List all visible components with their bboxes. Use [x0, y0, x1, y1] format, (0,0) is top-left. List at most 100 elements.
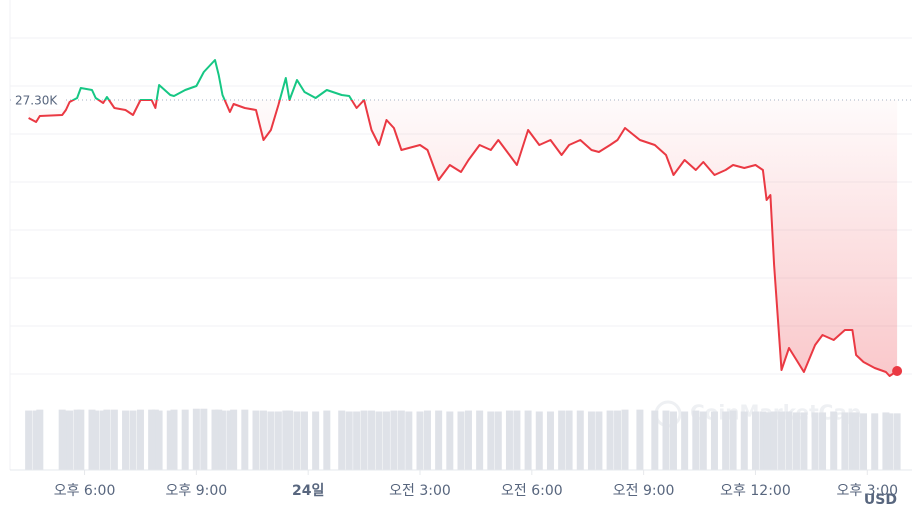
volume-bar	[800, 412, 808, 470]
volume-bar	[576, 410, 584, 470]
volume-bar	[282, 410, 290, 470]
volume-bar	[710, 411, 718, 470]
volume-bar	[103, 409, 111, 470]
volume-bar	[785, 411, 793, 470]
x-tick-label: 오전 3:00	[389, 483, 451, 499]
volume-bar	[759, 411, 767, 470]
volume-bar	[252, 410, 260, 470]
volume-bar	[587, 411, 595, 470]
volume-bar	[293, 411, 301, 470]
baseline-group: 27.30K	[10, 91, 912, 109]
line-group	[28, 59, 903, 377]
volume-bar	[830, 411, 838, 470]
volume-bar	[300, 411, 308, 470]
volume-bar	[464, 410, 472, 470]
volume-bar	[192, 408, 200, 470]
volume-bar	[200, 408, 208, 470]
baseline-label: 27.30K	[15, 94, 58, 108]
volume-bar	[312, 411, 320, 470]
volume-bar	[729, 410, 737, 470]
volume-bar	[25, 410, 33, 470]
volume-bar	[353, 411, 361, 470]
price-line	[28, 59, 898, 377]
volume-bar	[535, 411, 543, 470]
x-tick-label: 오후 12:00	[720, 483, 791, 499]
volume-bar	[524, 410, 532, 470]
volume-bar	[722, 411, 730, 470]
volume-bars	[25, 408, 901, 470]
volume-bar	[669, 411, 677, 470]
volume-bar	[77, 409, 85, 470]
volume-bar	[32, 410, 40, 470]
volume-bar	[345, 411, 353, 470]
volume-bar	[848, 412, 856, 470]
volume-bar	[882, 412, 890, 470]
volume-bar	[58, 409, 66, 470]
volume-bar	[778, 411, 786, 470]
volume-bar	[405, 411, 413, 470]
volume-bar	[73, 409, 81, 470]
volume-bar	[811, 412, 819, 470]
volume-bar	[766, 412, 774, 470]
volume-bar	[636, 409, 644, 470]
volume-bar	[886, 413, 894, 470]
volume-bar	[368, 410, 376, 470]
volume-bar	[241, 409, 249, 470]
volume-bar	[375, 411, 383, 470]
volume-bar	[226, 410, 234, 470]
volume-bar	[558, 410, 566, 470]
volume-bar	[595, 411, 603, 470]
volume-bar	[751, 411, 759, 470]
volume-bar	[621, 409, 629, 470]
x-tick-label: 오후 3:00	[836, 483, 898, 499]
volume-bar	[148, 409, 156, 470]
volume-bar	[166, 410, 174, 470]
volume-bar	[215, 409, 223, 470]
volume-bar	[681, 411, 689, 470]
volume-bar	[338, 410, 346, 470]
volume-bar	[274, 411, 282, 470]
volume-bar	[487, 411, 495, 470]
currency: USD	[864, 492, 897, 508]
area	[28, 100, 898, 376]
volume-bar	[476, 410, 484, 470]
volume-bar	[62, 410, 70, 470]
volume-bar	[259, 410, 267, 470]
volume-bar	[614, 410, 622, 470]
volume-bar	[36, 409, 44, 470]
x-tick-label: 오전 9:00	[613, 483, 675, 499]
volume-bar	[382, 411, 390, 470]
volume-bar	[435, 410, 443, 470]
volume-bar	[841, 412, 849, 470]
volume-bar	[155, 410, 163, 470]
x-tick-label: 오후 6:00	[54, 483, 116, 499]
volume-bar	[423, 410, 431, 470]
volume-bar	[66, 410, 74, 470]
volume-bar	[286, 410, 294, 470]
volume-bar	[513, 410, 521, 470]
volume-bar	[852, 412, 860, 470]
volume-bar	[606, 410, 614, 470]
volume-bar	[416, 411, 424, 470]
volume-bar	[565, 410, 573, 470]
baseline-label-bg	[12, 91, 64, 109]
x-ticks: 오후 6:00 오후 9:00 24일 오전 3:00 오전 6:00 오전 9:00 오후…	[54, 470, 898, 499]
volume-bar	[505, 410, 513, 470]
volume-bar	[390, 410, 398, 470]
volume-bar	[211, 409, 219, 470]
volume-bar	[860, 413, 868, 470]
volume-bar	[360, 410, 368, 470]
volume-bar	[651, 410, 659, 470]
volume-bar	[151, 409, 159, 470]
volume-bar	[692, 410, 700, 470]
x-tick-label: 오후 9:00	[166, 483, 228, 499]
volume-bar	[129, 410, 137, 470]
volume-bar	[110, 409, 118, 470]
volume-bar	[397, 410, 405, 470]
volume-bar	[871, 413, 879, 470]
volume-bar	[122, 410, 130, 470]
volume-bar	[88, 409, 96, 470]
volume-bar	[99, 410, 107, 470]
volume-bar	[136, 409, 144, 470]
